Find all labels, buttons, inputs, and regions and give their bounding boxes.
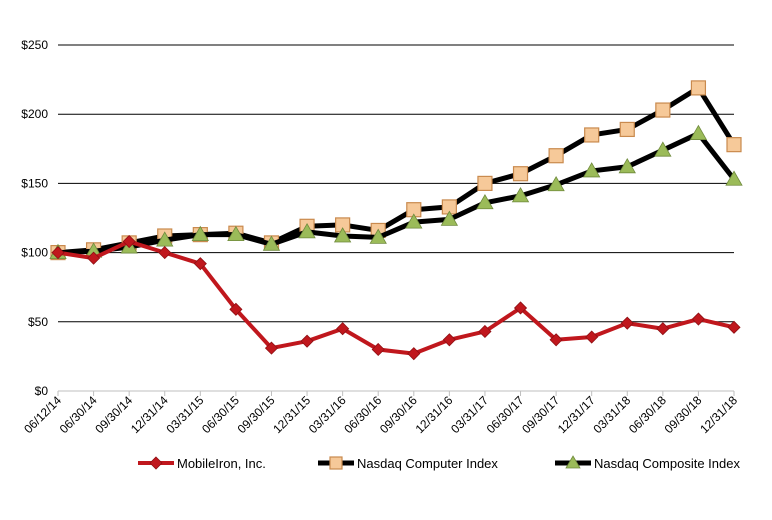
grid-lines — [58, 44, 734, 323]
legend: MobileIron, Inc. Nasdaq Computer Index Nas… — [138, 455, 740, 471]
data-point — [656, 322, 670, 336]
series-nasdaq-computer-index — [50, 80, 742, 261]
data-point — [690, 80, 707, 96]
x-tick-label: 12/31/18 — [697, 393, 740, 436]
x-tick-label: 06/30/14 — [57, 393, 100, 436]
x-tick-label: 12/31/14 — [128, 393, 171, 436]
x-tick-label: 09/30/16 — [377, 393, 420, 436]
data-point — [655, 102, 671, 118]
data-point — [158, 246, 172, 260]
x-tick-label: 09/30/15 — [235, 393, 278, 436]
x-tick-label: 09/30/18 — [662, 393, 705, 436]
data-point — [725, 170, 743, 186]
data-point — [87, 251, 101, 265]
data-point — [51, 246, 65, 260]
legend-swatch-marker — [149, 456, 163, 470]
y-tick-label: $200 — [21, 107, 48, 121]
data-point — [336, 322, 350, 336]
data-point — [654, 141, 672, 157]
x-tick-label: 06/30/16 — [341, 393, 384, 436]
data-point — [191, 225, 210, 242]
data-point — [262, 235, 281, 251]
y-axis-tick-labels: $0 $50 $100 $150 $200 $250 — [21, 38, 48, 398]
data-point — [549, 333, 563, 347]
x-tick-label: 12/31/17 — [555, 393, 598, 436]
y-tick-label: $50 — [28, 315, 48, 329]
data-point — [193, 257, 207, 271]
x-axis — [57, 390, 735, 396]
x-tick-label: 06/30/17 — [484, 393, 527, 436]
data-point — [584, 127, 600, 143]
data-point — [618, 157, 636, 174]
series-mobileiron-inc — [51, 234, 741, 361]
x-tick-label: 09/30/14 — [92, 393, 135, 436]
data-point — [440, 210, 459, 226]
data-point — [689, 124, 708, 140]
data-point — [229, 302, 243, 316]
data-point — [726, 137, 742, 153]
y-tick-label: $150 — [21, 176, 48, 190]
data-point — [727, 320, 741, 334]
data-point — [333, 227, 352, 243]
data-point — [371, 342, 385, 357]
data-point — [478, 324, 492, 339]
y-tick-label: $250 — [21, 38, 48, 52]
data-point — [477, 175, 493, 191]
series-line — [57, 239, 735, 356]
x-tick-label: 12/31/15 — [270, 393, 313, 436]
data-point — [512, 166, 529, 182]
data-point — [442, 333, 456, 347]
data-point — [227, 225, 245, 242]
data-point — [513, 301, 528, 315]
legend-label: Nasdaq Composite Index — [594, 456, 740, 471]
x-tick-label: 03/31/17 — [448, 393, 491, 436]
legend-item: Nasdaq Computer Index — [318, 456, 498, 471]
data-point — [691, 312, 705, 326]
legend-label: MobileIron, Inc. — [177, 456, 266, 471]
data-point — [619, 121, 635, 138]
x-tick-label: 06/30/15 — [199, 393, 242, 436]
data-point — [547, 175, 565, 192]
data-point — [405, 213, 423, 229]
data-point — [585, 330, 599, 344]
data-point — [548, 148, 564, 164]
x-axis-tick-labels: 06/12/1406/30/1409/30/1412/31/1403/31/15… — [21, 393, 740, 436]
legend-label: Nasdaq Computer Index — [357, 456, 498, 471]
data-point — [369, 228, 387, 244]
x-tick-label: 09/30/17 — [519, 393, 562, 436]
series-line — [57, 131, 736, 256]
data-point — [264, 341, 279, 355]
legend-swatch-marker — [565, 455, 581, 469]
data-point — [122, 234, 136, 249]
x-tick-label: 03/31/18 — [590, 393, 633, 436]
y-tick-label: $0 — [35, 384, 49, 398]
series-group — [49, 80, 743, 361]
y-tick-label: $100 — [21, 246, 48, 260]
x-tick-label: 03/31/16 — [306, 393, 349, 436]
data-point — [476, 193, 494, 210]
series-nasdaq-composite-index — [49, 124, 743, 260]
data-point — [298, 223, 316, 239]
data-point — [582, 162, 601, 178]
legend-item: Nasdaq Composite Index — [555, 455, 740, 471]
data-point — [407, 347, 421, 361]
legend-item: MobileIron, Inc. — [138, 456, 266, 471]
data-point — [620, 316, 634, 330]
data-point — [511, 187, 530, 203]
x-tick-label: 06/12/14 — [21, 393, 64, 436]
x-tick-label: 03/31/15 — [164, 393, 207, 436]
legend-swatch-marker — [329, 456, 343, 470]
x-tick-label: 06/30/18 — [626, 393, 669, 436]
x-tick-label: 12/31/16 — [413, 393, 456, 436]
data-point — [300, 334, 314, 348]
